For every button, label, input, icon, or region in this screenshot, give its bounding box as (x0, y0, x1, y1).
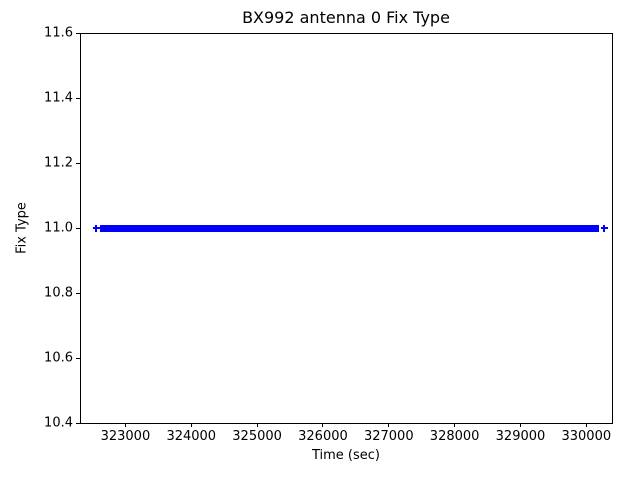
y-tick-label: 11.0 (44, 220, 73, 236)
y-tick-mark (76, 32, 80, 34)
x-tick-label: 328000 (429, 429, 480, 444)
x-tick-label: 327000 (363, 429, 414, 444)
chart-title: BX992 antenna 0 Fix Type (242, 8, 450, 27)
series-dense-band (99, 224, 599, 232)
x-tick-mark (519, 423, 521, 427)
y-tick-label: 10.4 (44, 415, 73, 431)
x-tick-label: 323000 (100, 429, 151, 444)
x-tick-label: 329000 (495, 429, 546, 444)
x-tick-mark (322, 423, 324, 427)
x-axis-label: Time (sec) (311, 448, 380, 463)
plus-marker-vertical (603, 224, 606, 232)
x-tick-mark (124, 423, 126, 427)
y-tick-mark (76, 357, 80, 359)
y-tick-label: 10.8 (44, 285, 73, 301)
y-tick-label: 11.2 (44, 155, 73, 171)
y-tick-mark (76, 292, 80, 294)
y-tick-mark (76, 227, 80, 229)
x-tick-label: 330000 (561, 429, 612, 444)
x-tick-mark (190, 423, 192, 427)
y-tick-mark (76, 97, 80, 99)
y-tick-mark (76, 162, 80, 164)
y-tick-label: 11.6 (44, 25, 73, 41)
x-tick-label: 324000 (166, 429, 217, 444)
plus-marker-vertical (95, 224, 98, 232)
x-tick-mark (585, 423, 587, 427)
x-tick-mark (256, 423, 258, 427)
x-tick-label: 325000 (232, 429, 282, 444)
x-tick-mark (388, 423, 390, 427)
y-tick-mark (76, 422, 80, 424)
y-tick-label: 10.6 (44, 350, 73, 366)
y-tick-label: 11.4 (44, 90, 73, 106)
x-tick-mark (454, 423, 456, 427)
x-tick-label: 326000 (298, 429, 348, 444)
